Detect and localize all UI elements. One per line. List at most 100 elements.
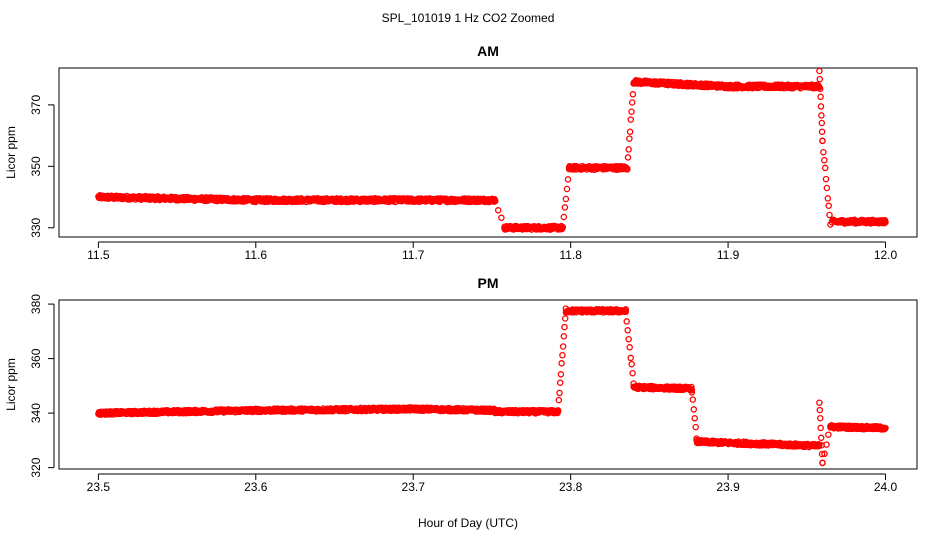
data-point (824, 195, 832, 202)
y-tick-label: 340 (29, 403, 43, 423)
data-point (623, 318, 630, 325)
data-point (821, 156, 828, 164)
data-point (825, 202, 832, 209)
data-point (816, 399, 823, 406)
data-point (818, 128, 826, 135)
data-point (556, 379, 564, 386)
data-point (626, 344, 633, 351)
data-point (818, 450, 826, 458)
data-point (882, 424, 889, 432)
data-point (821, 450, 828, 458)
x-tick-label: 11.5 (87, 248, 110, 262)
data-point (561, 204, 569, 211)
data-point (560, 333, 568, 340)
data-point (819, 459, 826, 467)
figure-xlabel: Hour of Day (UTC) (418, 516, 518, 530)
panels: AM Licor ppm 11.5 11.6 11.7 11.8 11.9 12.0 330 35… (4, 43, 918, 494)
data-point (555, 396, 563, 404)
data-point (817, 93, 824, 101)
data-point (557, 371, 565, 378)
data-point (564, 176, 572, 183)
x-tick-label: 23.7 (402, 480, 426, 494)
data-point (622, 308, 630, 316)
data-point (822, 175, 830, 183)
data-point (627, 354, 634, 362)
data-point (816, 75, 824, 83)
data-series (95, 305, 889, 467)
data-point (562, 195, 570, 203)
x-tick-label: 24.0 (874, 480, 898, 494)
panel-title: PM (478, 275, 499, 291)
x-tick-label: 23.6 (244, 480, 268, 494)
data-point (628, 99, 636, 106)
data-point (818, 119, 826, 127)
data-point (692, 423, 699, 431)
data-point (817, 414, 824, 422)
panel-title: AM (477, 43, 499, 59)
y-tick-label: 330 (29, 217, 43, 237)
data-point (560, 213, 568, 221)
x-tick-label: 23.9 (716, 480, 740, 494)
data-point (688, 389, 696, 396)
y-tick-label: 370 (29, 95, 43, 115)
data-point (494, 207, 502, 214)
panel-pm: PM Licor ppm 23.5 23.6 23.7 23.8 23.9 24.0 320 34… (4, 275, 918, 494)
data-point (626, 135, 633, 142)
plot-frame (58, 67, 918, 238)
data-point (816, 85, 824, 93)
data-point (559, 351, 566, 359)
data-point (563, 185, 571, 193)
data-point (817, 103, 825, 110)
x-tick-label: 11.7 (402, 248, 425, 262)
data-point (629, 369, 636, 377)
data-point (627, 116, 635, 123)
data-point (882, 219, 889, 226)
data-point (626, 128, 634, 135)
data-point (625, 335, 632, 343)
data-point (823, 441, 830, 448)
y-tick-label: 360 (29, 348, 43, 368)
data-point (559, 343, 567, 350)
data-point (561, 315, 569, 322)
data-point (624, 154, 632, 161)
y-axis-label: Licor ppm (4, 126, 18, 179)
data-point (498, 214, 505, 222)
data-point (818, 112, 825, 119)
data-point (826, 211, 833, 219)
y-tick-label: 350 (29, 156, 43, 176)
data-point (625, 146, 632, 153)
x-tick-label: 23.5 (87, 480, 111, 494)
x-tick-label: 11.6 (245, 248, 268, 262)
x-tick-label: 11.8 (559, 248, 582, 262)
plot-frame (58, 299, 918, 470)
figure-title: SPL_101019 1 Hz CO2 Zoomed (382, 11, 555, 25)
data-point (491, 197, 499, 204)
data-point (819, 137, 826, 145)
data-point (816, 67, 823, 75)
data-point (554, 408, 562, 415)
data-series (95, 67, 889, 233)
y-axis-label: Licor ppm (4, 358, 18, 411)
x-tick-label: 12.0 (874, 248, 898, 262)
data-point (558, 360, 565, 367)
y-tick-label: 380 (29, 294, 43, 314)
x-tick-label: 23.8 (559, 480, 583, 494)
data-point (628, 108, 635, 115)
data-point (823, 184, 831, 192)
x-tick-label: 11.9 (717, 248, 740, 262)
data-point (821, 164, 829, 172)
data-point (556, 389, 563, 397)
data-point (689, 396, 697, 403)
data-point (816, 406, 824, 414)
panel-am: AM Licor ppm 11.5 11.6 11.7 11.8 11.9 12.0 330 35… (4, 43, 918, 262)
data-point (622, 306, 630, 313)
data-point (559, 224, 567, 231)
data-point (561, 323, 568, 331)
data-point (817, 424, 824, 432)
data-point (624, 165, 631, 172)
data-point (688, 386, 696, 394)
data-point (690, 406, 698, 413)
data-point (817, 434, 825, 442)
